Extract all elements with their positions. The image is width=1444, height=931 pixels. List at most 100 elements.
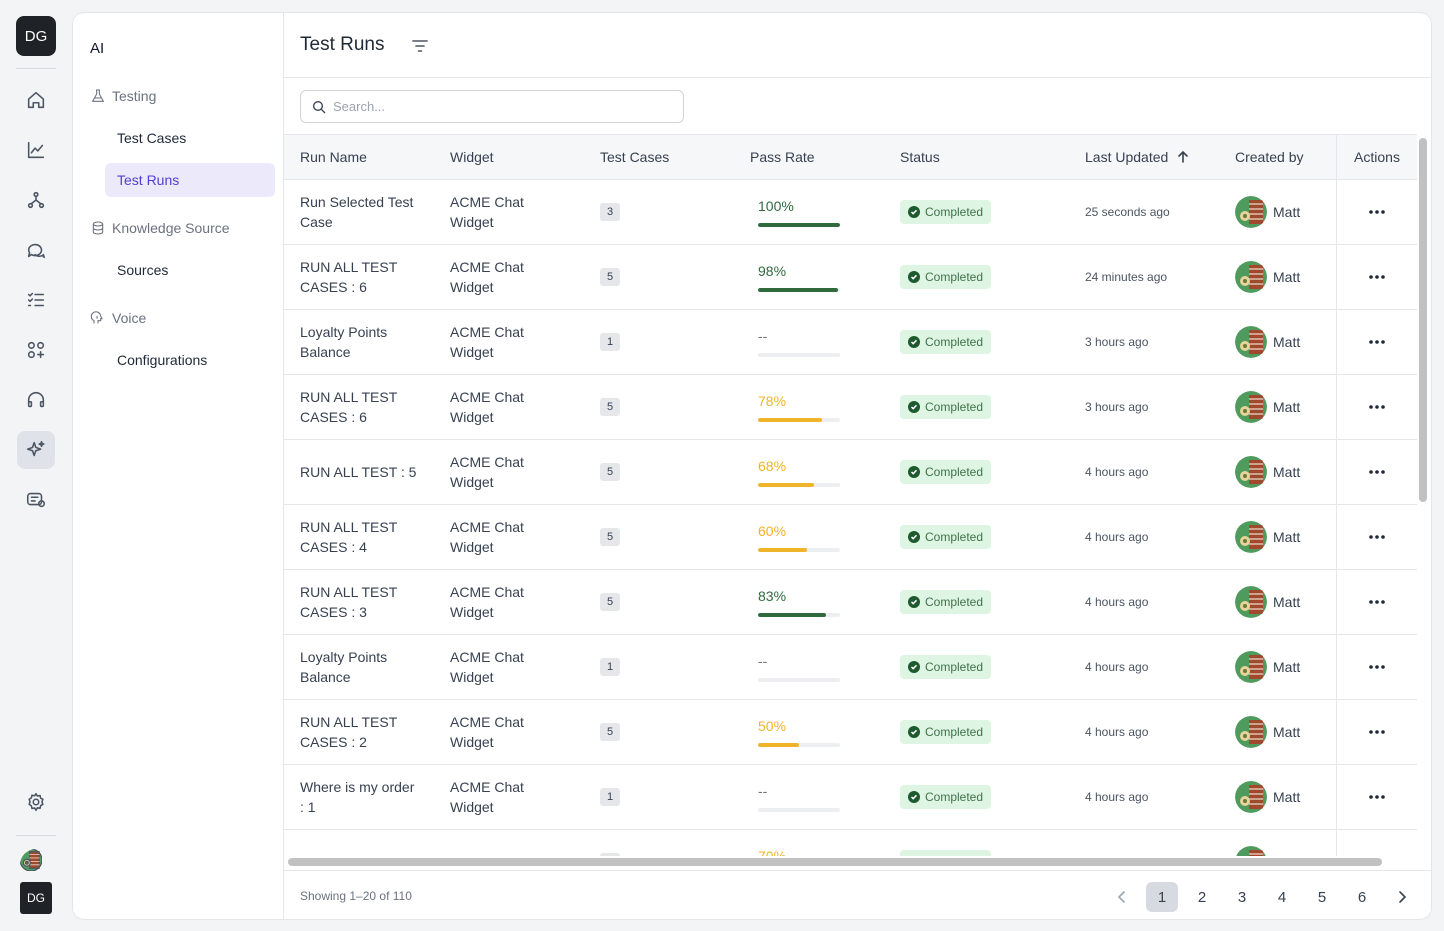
widget-line: ACME Chat (450, 714, 524, 730)
nav-item-sources[interactable]: Sources (117, 262, 169, 278)
user-initials-badge[interactable]: DG (20, 882, 52, 914)
pass-rate-track (758, 678, 840, 682)
chat-icon[interactable] (17, 231, 55, 269)
nav-section-label: Voice (112, 310, 147, 326)
test-case-count-badge: 5 (600, 528, 620, 546)
table-row[interactable]: RUN ALL TEST CASES : 2 ACME Chat Widget 5 50%… (284, 700, 1417, 765)
widget-cell: ACME Chat Widget (450, 505, 590, 569)
run-name-line: CASES : 4 (300, 539, 367, 555)
column-header-widget[interactable]: Widget (450, 149, 494, 165)
run-name-cell: Where is my order: 1 (300, 765, 440, 829)
arrow-up-icon[interactable] (1176, 150, 1190, 164)
table-row[interactable]: RUN ALL TEST CASES : 3 ACME Chat Widget 5 83%… (284, 570, 1417, 635)
chevron-left-icon (1117, 891, 1125, 903)
check-circle-icon (908, 531, 920, 543)
table-row[interactable]: Loyalty Points Balance ACME Chat Widget 1 -- C… (284, 635, 1417, 700)
chevron-right-icon (1399, 891, 1407, 903)
vertical-scrollbar[interactable] (1419, 138, 1427, 502)
more-horizontal-icon[interactable] (1368, 664, 1386, 670)
nav-item-test-cases[interactable]: Test Cases (117, 130, 187, 146)
creator-name: Matt (1273, 399, 1301, 415)
avatar (1235, 326, 1267, 358)
nav-item-test-runs[interactable]: Test Runs (105, 163, 275, 197)
table-row[interactable]: RUN ALL TEST ACME Chat 5 70% Completed 4 hour… (284, 830, 1417, 856)
page-button[interactable]: 2 (1197, 888, 1207, 906)
pass-rate-cell: 98% (758, 263, 842, 292)
check-circle-icon (908, 401, 920, 413)
more-horizontal-icon[interactable] (1368, 469, 1386, 475)
test-case-count-badge: 1 (600, 658, 620, 676)
pass-rate-cell: 83% (758, 588, 842, 617)
ai-sparkle-icon[interactable] (17, 431, 55, 469)
status-cell: Completed (900, 505, 992, 569)
column-header-pass-rate[interactable]: Pass Rate (750, 149, 815, 165)
run-name-line: CASES : 6 (300, 409, 367, 425)
avatar (1235, 261, 1267, 293)
avatar (1235, 521, 1267, 553)
checklist-icon[interactable] (17, 281, 55, 319)
more-horizontal-icon[interactable] (1368, 794, 1386, 800)
test-case-count-badge: 5 (600, 853, 620, 856)
network-icon[interactable] (17, 181, 55, 219)
table-row[interactable]: RUN ALL TEST CASES : 6 ACME Chat Widget 5 78%… (284, 375, 1417, 440)
column-header-test-cases[interactable]: Test Cases (600, 149, 670, 165)
table-row[interactable]: RUN ALL TEST CASES : 4 ACME Chat Widget 5 60%… (284, 505, 1417, 570)
column-header-created-by[interactable]: Created by (1235, 149, 1304, 165)
pass-rate-fill (758, 288, 839, 292)
prev-page-button[interactable] (1106, 882, 1138, 912)
headset-icon[interactable] (17, 381, 55, 419)
table-row[interactable]: Where is my order: 1 ACME Chat Widget 1 -- Co… (284, 765, 1417, 830)
page-button[interactable]: 1 (1146, 882, 1178, 912)
widget-line: Widget (450, 344, 494, 360)
status-label: Completed (925, 852, 983, 856)
horizontal-scrollbar[interactable] (288, 858, 1382, 866)
settings-icon[interactable] (17, 783, 55, 821)
more-horizontal-icon[interactable] (1368, 599, 1386, 605)
run-name-line: Balance (300, 669, 351, 685)
column-header-run-name[interactable]: Run Name (300, 149, 367, 165)
pass-rate-value: 78% (758, 393, 787, 409)
widget-cell: ACME Chat Widget (450, 635, 590, 699)
nav-item-configurations[interactable]: Configurations (117, 352, 208, 368)
test-case-count-badge: 5 (600, 723, 620, 741)
table-row[interactable]: Run Selected Test Case ACME Chat Widget 3 100… (284, 180, 1417, 245)
more-horizontal-icon[interactable] (1368, 729, 1386, 735)
column-header-status[interactable]: Status (900, 149, 940, 165)
test-cases-cell: 3 (600, 180, 620, 244)
more-horizontal-icon[interactable] (1368, 274, 1386, 280)
more-horizontal-icon[interactable] (1368, 209, 1386, 215)
search-input[interactable] (333, 99, 663, 114)
more-horizontal-icon[interactable] (1368, 534, 1386, 540)
widget-line: Widget (450, 669, 494, 685)
pass-rate-fill (758, 613, 827, 617)
run-name-cell: RUN ALL TEST CASES : 2 (300, 700, 440, 764)
page-button[interactable]: 5 (1317, 888, 1327, 906)
created-by-cell: Matt (1235, 440, 1300, 504)
run-name-cell: RUN ALL TEST (300, 830, 440, 856)
more-horizontal-icon[interactable] (1368, 404, 1386, 410)
page-button[interactable]: 6 (1357, 888, 1367, 906)
creator-name: Matt (1273, 659, 1301, 675)
test-cases-cell: 5 (600, 700, 620, 764)
more-horizontal-icon[interactable] (1368, 339, 1386, 345)
next-page-button[interactable] (1386, 882, 1418, 912)
apps-icon[interactable] (17, 331, 55, 369)
filter-icon[interactable] (408, 35, 432, 57)
user-avatar[interactable] (20, 849, 52, 881)
chart-icon[interactable] (17, 131, 55, 169)
actions-cell (1336, 765, 1417, 829)
created-by-cell: Matt (1235, 180, 1300, 244)
bot-settings-icon[interactable] (17, 481, 55, 519)
check-circle-icon (908, 336, 920, 348)
avatar (1235, 846, 1267, 856)
page-button[interactable]: 3 (1237, 888, 1247, 906)
table-row[interactable]: Loyalty Points Balance ACME Chat Widget 1 -- C… (284, 310, 1417, 375)
workspace-badge[interactable]: DG (16, 16, 56, 56)
table-row[interactable]: RUN ALL TEST CASES : 6 ACME Chat Widget 5 98%… (284, 245, 1417, 310)
home-icon[interactable] (17, 81, 55, 119)
column-header-last-updated[interactable]: Last Updated (1085, 135, 1190, 179)
page-button[interactable]: 4 (1277, 888, 1287, 906)
table-row[interactable]: RUN ALL TEST : 5 ACME Chat Widget 5 68% Compl… (284, 440, 1417, 505)
pass-rate-cell: 60% (758, 523, 842, 552)
status-badge: Completed (900, 395, 992, 419)
